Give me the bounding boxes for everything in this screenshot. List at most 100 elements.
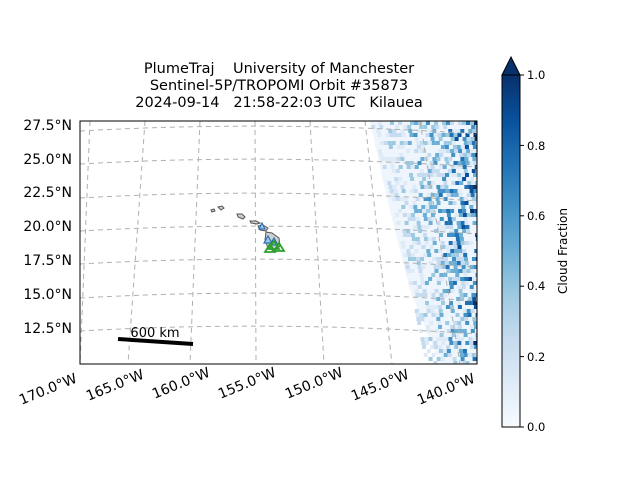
cloud-pixel [466,309,471,313]
cloud-pixel [420,257,424,261]
cloud-pixel [450,165,455,169]
cloud-pixel [415,237,420,241]
cloud-pixel [446,329,451,333]
cloud-pixel [471,197,476,201]
cloud-pixel [423,141,428,145]
cloud-pixel [470,177,475,181]
cloud-pixel [430,345,435,349]
cloud-pixel [457,341,462,345]
cloud-pixel [409,245,414,249]
cloud-pixel [460,221,465,225]
cloud-pixel [426,349,431,353]
cloud-pixel [402,213,407,217]
scale-bar [117,337,194,346]
cloud-pixel [460,357,465,361]
lat-label: 17.5°N [23,253,72,269]
cloud-pixel [404,201,409,205]
cloud-pixel [430,209,435,213]
cloud-pixel [388,129,393,133]
cloud-pixel [443,353,448,357]
cloud-pixel [435,125,440,129]
cloud-pixel [459,197,464,201]
cloud-pixel [474,213,477,217]
cloud-pixel [473,305,477,309]
cloud-pixel [455,237,460,241]
cloud-pixel [471,353,476,357]
cloud-pixel [456,297,461,301]
cloud-pixel [431,141,436,145]
cloud-pixel [433,133,438,137]
cloud-pixel [438,209,443,213]
cloud-pixel [460,145,465,149]
cloud-pixel [410,165,415,169]
cloud-pixel [391,141,396,145]
cloud-pixel [472,337,477,341]
lat-label: 27.5°N [23,118,72,134]
lon-label: 140.0°W [415,371,478,409]
cloud-pixel [453,189,458,193]
cloud-pixel [425,133,430,137]
cloud-pixel [390,193,395,197]
cloud-pixel [450,137,455,141]
cloud-pixel [426,165,431,169]
volcano-markers [258,221,286,253]
cloud-pixel [454,149,459,153]
cloud-pixel [421,205,426,209]
cloud-pixel [474,149,477,153]
cloud-pixel [416,221,421,225]
cloud-pixel [470,193,475,197]
cloud-pixel [395,125,400,129]
cloud-pixel [472,145,477,149]
cloud-pixel [458,193,463,197]
cloud-pixel [457,161,462,165]
cloud-pixel [475,141,477,145]
cloud-pixel [454,345,459,349]
cloud-pixel [464,221,469,225]
cloud-pixel [451,253,456,257]
cloud-pixel [394,177,399,181]
cloud-pixel [418,193,423,197]
cloud-pixel [461,265,466,269]
cloud-pixel [459,353,464,357]
cloud-pixel [470,149,475,153]
cloud-pixel [463,313,468,317]
cloud-pixel [414,309,419,313]
cloud-pixel [392,129,397,133]
cloud-pixel [462,165,467,169]
cloud-pixel [470,121,474,125]
cloud-pixel [423,313,428,317]
cloud-pixel [428,277,433,281]
cloud-pixel [431,293,436,297]
cloud-pixel [436,201,441,205]
cloud-pixel [413,205,418,209]
cloud-pixel [475,333,477,337]
cloud-pixel [409,189,414,193]
cloud-pixel [465,265,470,269]
cloud-pixel [431,313,436,317]
cloud-pixel [420,145,425,149]
cloud-pixel [399,197,404,201]
cloud-pixel [395,197,400,201]
cloud-pixel [405,265,410,269]
cloud-pixel [406,149,411,153]
cloud-pixel [472,129,477,133]
cloud-pixel [458,329,463,333]
cloud-pixel [425,173,429,177]
cloud-pixel [446,345,451,349]
cloud-pixel [456,277,461,281]
cloud-pixel [427,237,432,241]
cloud-pixel [418,269,423,273]
cloud-pixel [463,353,468,357]
cloud-pixel [465,161,470,165]
cloud-pixel [463,169,468,173]
colorbar-label: Cloud Fraction [556,208,570,294]
cloud-pixel [443,197,448,201]
cloud-pixel [457,245,462,249]
cloud-pixel [419,313,424,317]
cloud-pixel [412,257,416,261]
cloud-pixel [414,137,419,141]
gridline-lon [364,121,393,364]
cloud-pixel [403,125,408,129]
cloud-pixel [465,301,469,305]
cloud-pixel [438,325,442,329]
